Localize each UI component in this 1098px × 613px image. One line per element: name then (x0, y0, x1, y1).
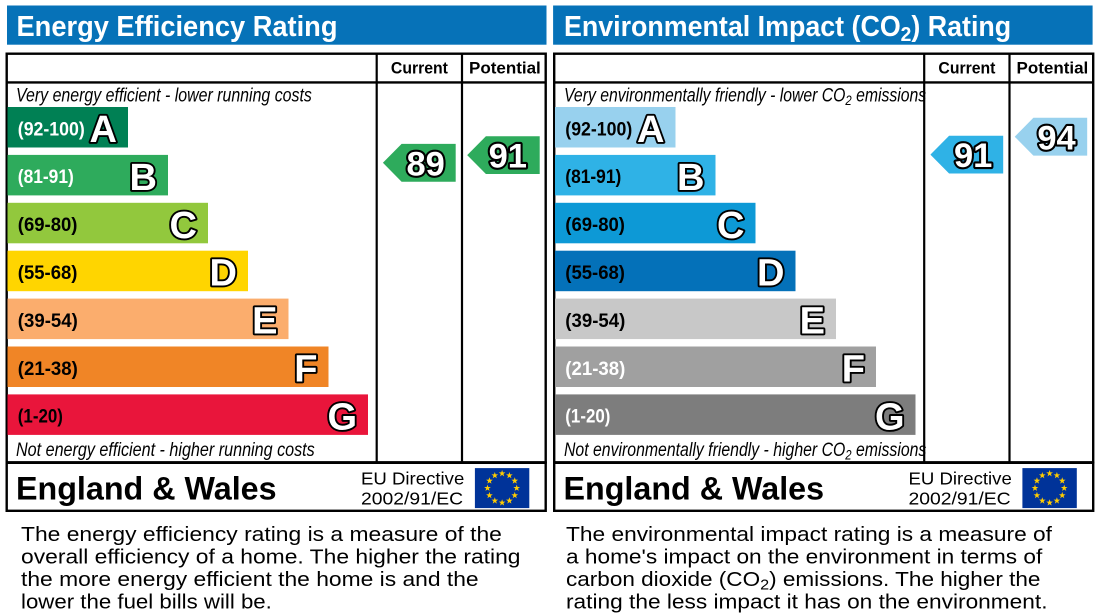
svg-text:the more energy efficient the: the more energy efficient the home is an… (21, 568, 479, 590)
svg-text:A: A (637, 109, 664, 151)
svg-text:overall efficiency of a home.: overall efficiency of a home. The higher… (21, 546, 521, 568)
svg-text:Environmental Impact (CO2) Rat: Environmental Impact (CO2) Rating (564, 10, 1011, 46)
svg-text:Energy Efficiency Rating: Energy Efficiency Rating (17, 10, 338, 42)
svg-text:Not environmentally friendly -: Not environmentally friendly - higher CO… (564, 438, 926, 462)
svg-text:The energy efficiency rating i: The energy efficiency rating is a measur… (21, 523, 502, 545)
svg-text:(92-100): (92-100) (565, 118, 632, 140)
svg-text:D: D (210, 253, 237, 295)
svg-text:(55-68): (55-68) (18, 262, 78, 283)
svg-text:rating the less impact it has: rating the less impact it has on the env… (566, 591, 1048, 613)
svg-text:F: F (842, 349, 865, 391)
svg-text:94: 94 (1037, 119, 1075, 157)
svg-text:carbon dioxide (CO2) emissions: carbon dioxide (CO2) emissions. The high… (566, 568, 1040, 593)
svg-text:Very energy efficient - lower: Very energy efficient - lower running co… (16, 84, 312, 106)
svg-text:Current: Current (391, 59, 448, 78)
svg-text:2002/91/EC: 2002/91/EC (361, 488, 463, 508)
svg-text:lower the fuel bills will be.: lower the fuel bills will be. (21, 591, 272, 613)
svg-text:The environmental impact ratin: The environmental impact rating is a mea… (566, 523, 1052, 545)
svg-text:(21-38): (21-38) (565, 358, 625, 379)
svg-text:(92-100): (92-100) (18, 118, 85, 140)
svg-text:(81-91): (81-91) (18, 167, 74, 188)
svg-text:(39-54): (39-54) (18, 310, 78, 331)
svg-text:89: 89 (407, 145, 445, 183)
svg-text:(1-20): (1-20) (18, 406, 63, 427)
svg-text:England & Wales: England & Wales (564, 470, 825, 506)
svg-text:England & Wales: England & Wales (16, 470, 277, 506)
svg-text:(55-68): (55-68) (565, 262, 625, 283)
svg-text:C: C (170, 205, 197, 247)
svg-text:B: B (677, 157, 704, 199)
svg-text:C: C (717, 205, 744, 247)
svg-text:Not energy efficient - higher: Not energy efficient - higher running co… (16, 439, 315, 461)
svg-text:A: A (90, 109, 117, 151)
svg-text:Very environmentally friendly: Very environmentally friendly - lower CO… (564, 84, 926, 108)
svg-text:Potential: Potential (469, 58, 541, 77)
svg-text:91: 91 (954, 137, 992, 175)
svg-text:2002/91/EC: 2002/91/EC (909, 488, 1011, 508)
svg-text:F: F (294, 349, 317, 391)
svg-text:G: G (875, 396, 905, 438)
svg-text:Current: Current (938, 59, 995, 78)
svg-text:(69-80): (69-80) (565, 214, 625, 235)
svg-text:(81-91): (81-91) (565, 167, 621, 188)
svg-text:(21-38): (21-38) (18, 358, 78, 379)
svg-text:G: G (327, 396, 357, 438)
svg-text:a home's impact on the environ: a home's impact on the environment in te… (566, 546, 1042, 568)
svg-text:E: E (252, 301, 277, 343)
svg-text:91: 91 (489, 138, 527, 176)
svg-text:(39-54): (39-54) (565, 310, 625, 331)
svg-text:EU Directive: EU Directive (909, 469, 1012, 488)
svg-text:(1-20): (1-20) (565, 406, 610, 427)
svg-text:B: B (130, 157, 157, 199)
svg-text:Potential: Potential (1017, 58, 1089, 77)
svg-text:EU Directive: EU Directive (361, 469, 464, 488)
svg-text:D: D (757, 253, 784, 295)
svg-text:E: E (800, 301, 825, 343)
svg-text:(69-80): (69-80) (18, 214, 78, 235)
